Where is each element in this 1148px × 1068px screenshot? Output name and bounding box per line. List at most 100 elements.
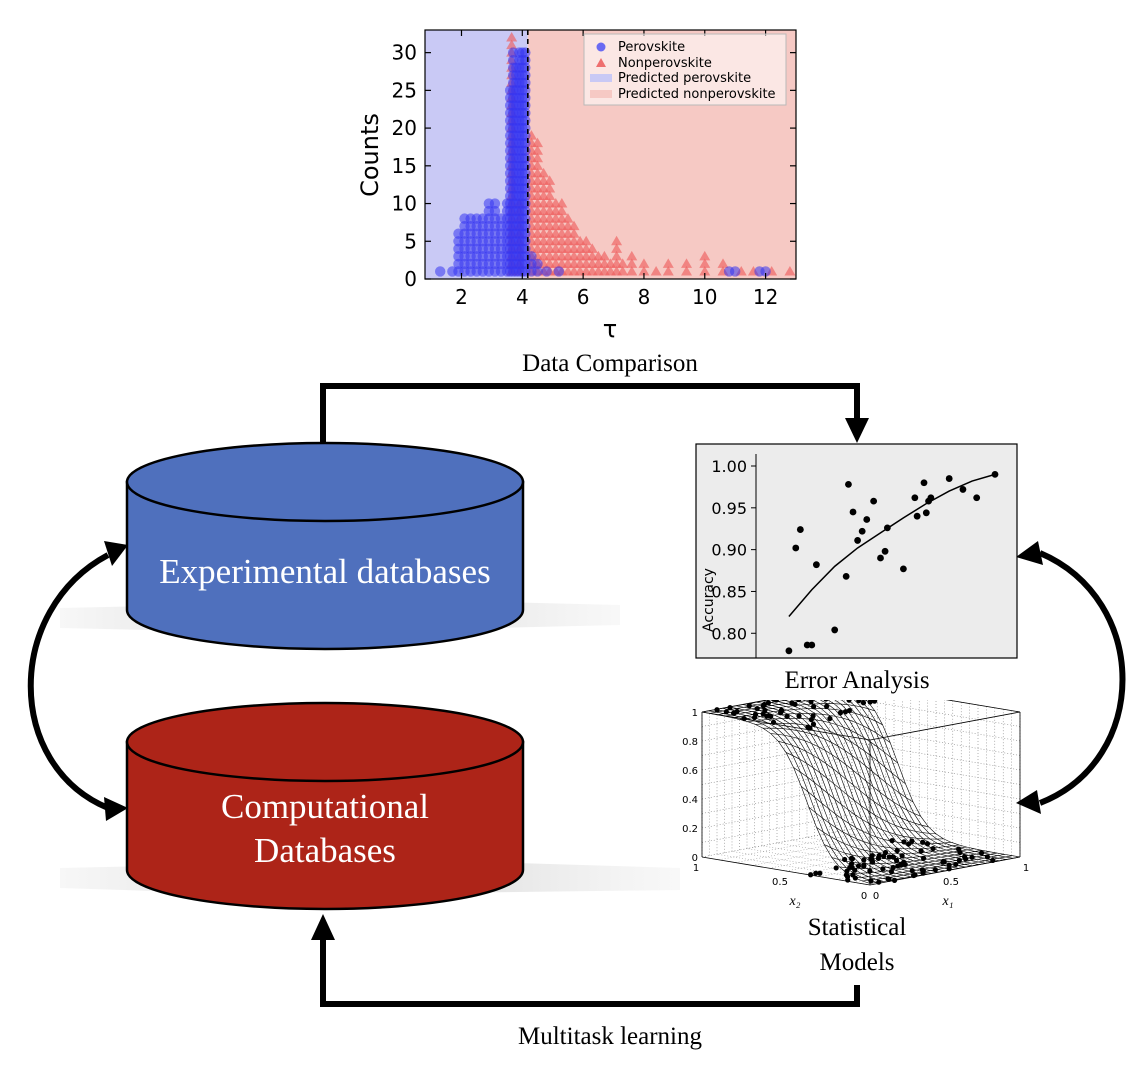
data-comparison-label: Data Comparison (522, 350, 698, 377)
nonperovskite-point (562, 213, 574, 223)
nonperovskite-point (506, 39, 518, 50)
histogram-x-tick-label: 6 (577, 285, 590, 309)
surface-mesh-line (785, 752, 937, 835)
surface-mesh-line (831, 849, 982, 864)
surface-data-point (978, 850, 985, 856)
surface-data-point (810, 721, 817, 727)
surface-data-point (842, 856, 848, 863)
surface-data-point (810, 704, 817, 710)
surface-mesh-line (747, 718, 899, 764)
surface-data-point (796, 700, 802, 703)
surface-floor-line (806, 837, 976, 866)
nonperovskite-point (681, 265, 693, 276)
surface-x2-axis-label: x₂ (788, 894, 800, 909)
histogram-y-tick-label: 0 (404, 267, 417, 291)
nonperovskite-point (532, 152, 544, 163)
accuracy-point (870, 497, 878, 505)
surface-side-wall-line (851, 712, 1021, 742)
surface-data-point (823, 703, 830, 709)
experimental-databases-cylinder: Experimental databases (60, 441, 620, 651)
surface-data-point (901, 839, 907, 845)
surface-data-point (762, 707, 768, 713)
left-double-arrow (27, 541, 128, 821)
statistical-models-label-line2: Models (820, 949, 895, 976)
nonperovskite-point (699, 258, 711, 268)
surface-z-tick-label: 0.8 (682, 737, 698, 748)
surface-x2-tick-label: 1 (693, 863, 699, 874)
nonperovskite-point (611, 250, 623, 261)
surface-data-point (833, 865, 839, 871)
surface-data-point (734, 708, 740, 715)
surface-x1-tick-label: 1 (1023, 863, 1029, 874)
surface-box-edge (701, 700, 769, 713)
nonperovskite-point (611, 235, 623, 246)
surface-data-point (860, 700, 867, 706)
surface-mesh-line (778, 741, 929, 827)
nonperovskite-point (506, 32, 518, 42)
surface-data-point (768, 713, 774, 720)
surface-data-point (867, 700, 872, 701)
accuracy-point (900, 565, 907, 573)
multitask-learning-arrowhead (311, 914, 335, 940)
surface-x1-tick-label: 0.5 (943, 877, 959, 888)
accuracy-point (911, 494, 919, 502)
accuracy-point (920, 479, 928, 487)
perovskite-point (526, 251, 537, 262)
surface-box-edge (945, 700, 1021, 713)
surface-box-edge (701, 856, 871, 886)
surface-data-point (882, 849, 889, 856)
accuracy-scatter-chart: 1.00 0.95 0.90 0.85 0.80 Accuracy (695, 443, 1018, 659)
accuracy-fit-curve (788, 473, 996, 618)
surface-data-point (852, 875, 858, 881)
multitask-learning-label: Multitask learning (518, 1023, 702, 1050)
surface-floor-line (821, 834, 991, 863)
surface-side-wall-line (851, 785, 1021, 814)
accuracy-point (959, 486, 967, 493)
surface-data-point (856, 700, 862, 704)
surface-data-point (868, 855, 874, 862)
tau-histogram-chart: 2 4 6 8 10 12 0 5 10 15 20 25 30 τ Counts Perovskite… (356, 29, 797, 343)
nonperovskite-point (556, 198, 568, 208)
surface-data-point (741, 715, 747, 722)
perovskite-point (435, 266, 446, 277)
surface-data-point (849, 864, 855, 870)
accuracy-point (945, 475, 953, 482)
surface-data-point (888, 868, 894, 875)
histogram-x-tick-label: 4 (516, 285, 529, 309)
surface-data-point (899, 853, 905, 859)
histogram-x-tick-label: 2 (455, 285, 468, 309)
perovskite-point (553, 266, 565, 277)
surface-side-wall-line (851, 727, 1021, 756)
surface-data-point (909, 838, 915, 844)
nonperovskite-point (532, 160, 544, 170)
perovskite-point (541, 266, 552, 277)
accuracy-point (858, 527, 866, 535)
perovskite-point (520, 198, 531, 209)
histogram-y-tick-label: 10 (392, 192, 417, 216)
surface-side-wall-line (851, 770, 1021, 800)
surface-data-point (771, 700, 777, 702)
accuracy-point (812, 561, 820, 569)
surface-z-tick-label: 0.6 (682, 766, 698, 777)
perovskite-point (520, 47, 531, 58)
surface-data-point (940, 858, 946, 864)
surface-data-point (871, 700, 878, 704)
nonperovskite-point (662, 258, 674, 268)
accuracy-point (881, 547, 889, 555)
surface-side-wall-line (859, 700, 1021, 727)
right-double-arrow (1016, 541, 1126, 814)
nonperovskite-point (717, 258, 729, 268)
nonperovskite-point (650, 265, 662, 276)
nonperovskite-point (626, 258, 638, 268)
accuracy-y-tick-label: 0.90 (711, 541, 747, 560)
accuracy-point (913, 512, 921, 520)
nonperovskite-point (617, 265, 629, 276)
histogram-x-axis-label: τ (603, 315, 617, 343)
surface-mesh-line (793, 767, 944, 840)
surface-data-point (953, 861, 959, 868)
surface-data-point (760, 703, 766, 709)
nonperovskite-point (586, 243, 598, 253)
nonperovskite-point (568, 228, 580, 238)
